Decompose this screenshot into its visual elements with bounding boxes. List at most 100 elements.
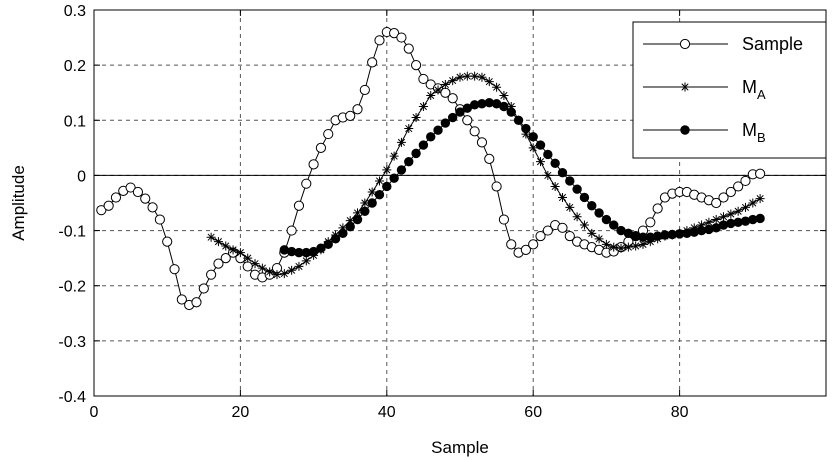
data-point [609,242,619,252]
data-point [330,234,341,244]
data-point [579,220,589,230]
data-point [396,137,406,147]
data-point [506,102,516,111]
data-point [521,123,531,134]
data-point [110,192,122,203]
data-point [352,214,363,225]
data-point [272,270,282,280]
y-tick-label: 0.1 [64,113,86,130]
data-point [725,186,736,198]
data-point [338,223,348,233]
data-point [638,239,648,249]
data-point [382,165,392,175]
legend-label-sample: Sample [742,34,803,54]
data-point [345,110,356,121]
legend: Sample MA MB [632,21,827,159]
data-point [287,265,297,275]
data-point [221,241,231,251]
data-point [462,71,472,81]
data-point [616,243,626,253]
data-point [433,125,443,135]
data-point [286,225,297,236]
data-point [740,202,750,212]
legend-entry-sample: Sample [643,34,803,54]
data-point [513,115,524,125]
data-point [733,206,743,216]
data-point [389,173,399,183]
legend-marker-symbol [680,125,690,135]
data-point [96,205,107,216]
data-point [557,192,567,202]
series-sample [96,26,766,311]
y-tick-label: -0.2 [58,279,86,296]
data-point [719,212,729,222]
legend-label-ma-main: M [742,77,757,97]
data-point [338,228,348,239]
x-tick-labels: 0 20 40 60 80 [90,404,689,421]
data-point [220,253,231,264]
data-point [411,148,421,159]
legend-marker-mb [680,125,690,135]
data-point [243,253,253,263]
data-point [506,107,516,117]
data-point [609,220,619,230]
legend-entry-mb: MB [643,120,766,145]
data-point [542,225,553,236]
x-axis-title: Sample [431,438,489,457]
data-point [323,239,333,250]
data-point [293,200,305,211]
y-tick-label: 0 [77,168,86,185]
data-point [410,60,422,71]
y-tick-label: -0.1 [58,224,86,241]
data-point [440,118,451,128]
data-point [557,167,568,178]
data-point [418,140,429,150]
data-point [623,242,633,252]
data-point [755,213,765,224]
data-point [550,158,560,168]
y-tick-label: 0.3 [64,3,86,20]
data-point [352,104,363,115]
data-point [389,28,400,39]
legend-marker-ma [680,82,690,92]
data-point [345,222,355,232]
x-tick-label: 0 [90,404,99,421]
legend-entry-ma: MA [643,77,766,102]
y-tick-labels: -0.4 -0.3 -0.2 -0.1 0 0.1 0.2 0.3 [58,3,86,406]
data-point [301,256,311,266]
data-point [594,234,604,244]
data-point [550,181,560,191]
legend-marker-sample [679,38,691,50]
data-point [265,267,275,277]
data-point [353,208,363,218]
data-point [404,156,414,167]
x-tick-label: 40 [378,404,396,421]
data-point [491,181,502,192]
legend-label-mb: MB [742,120,766,145]
data-point [470,71,480,81]
x-tick-label: 20 [232,404,250,421]
data-point [213,237,223,247]
data-point [206,232,216,242]
data-point [367,187,377,197]
legend-marker-symbol [680,82,690,92]
data-point [528,143,538,153]
data-point [103,200,114,211]
data-point [499,101,509,112]
legend-box [632,21,827,159]
data-point [345,216,355,226]
y-axis-title: Amplitude [9,165,28,241]
data-point [543,149,553,160]
data-point [565,176,575,186]
data-point [535,230,546,242]
data-point [521,129,531,139]
data-point [140,193,151,204]
data-point [213,258,224,269]
data-point [704,217,714,227]
series-layer [96,26,766,311]
legend-label-mb-main: M [742,120,757,140]
data-point [755,194,765,204]
data-point [520,244,531,255]
data-point [565,202,575,212]
